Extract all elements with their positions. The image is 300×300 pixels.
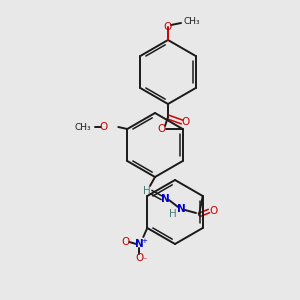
Text: N: N xyxy=(177,204,185,214)
Text: ⁻: ⁻ xyxy=(142,256,147,266)
Text: N: N xyxy=(135,239,144,249)
Text: O: O xyxy=(209,206,217,216)
Text: N: N xyxy=(160,194,169,204)
Text: O: O xyxy=(164,22,172,32)
Text: H: H xyxy=(143,186,151,196)
Text: O: O xyxy=(121,237,129,247)
Text: H: H xyxy=(169,209,177,219)
Text: O: O xyxy=(99,122,107,132)
Text: +: + xyxy=(141,238,147,244)
Text: CH₃: CH₃ xyxy=(184,16,201,26)
Text: CH₃: CH₃ xyxy=(75,122,91,131)
Text: O: O xyxy=(135,253,143,263)
Text: O: O xyxy=(182,117,190,127)
Text: O: O xyxy=(158,124,166,134)
